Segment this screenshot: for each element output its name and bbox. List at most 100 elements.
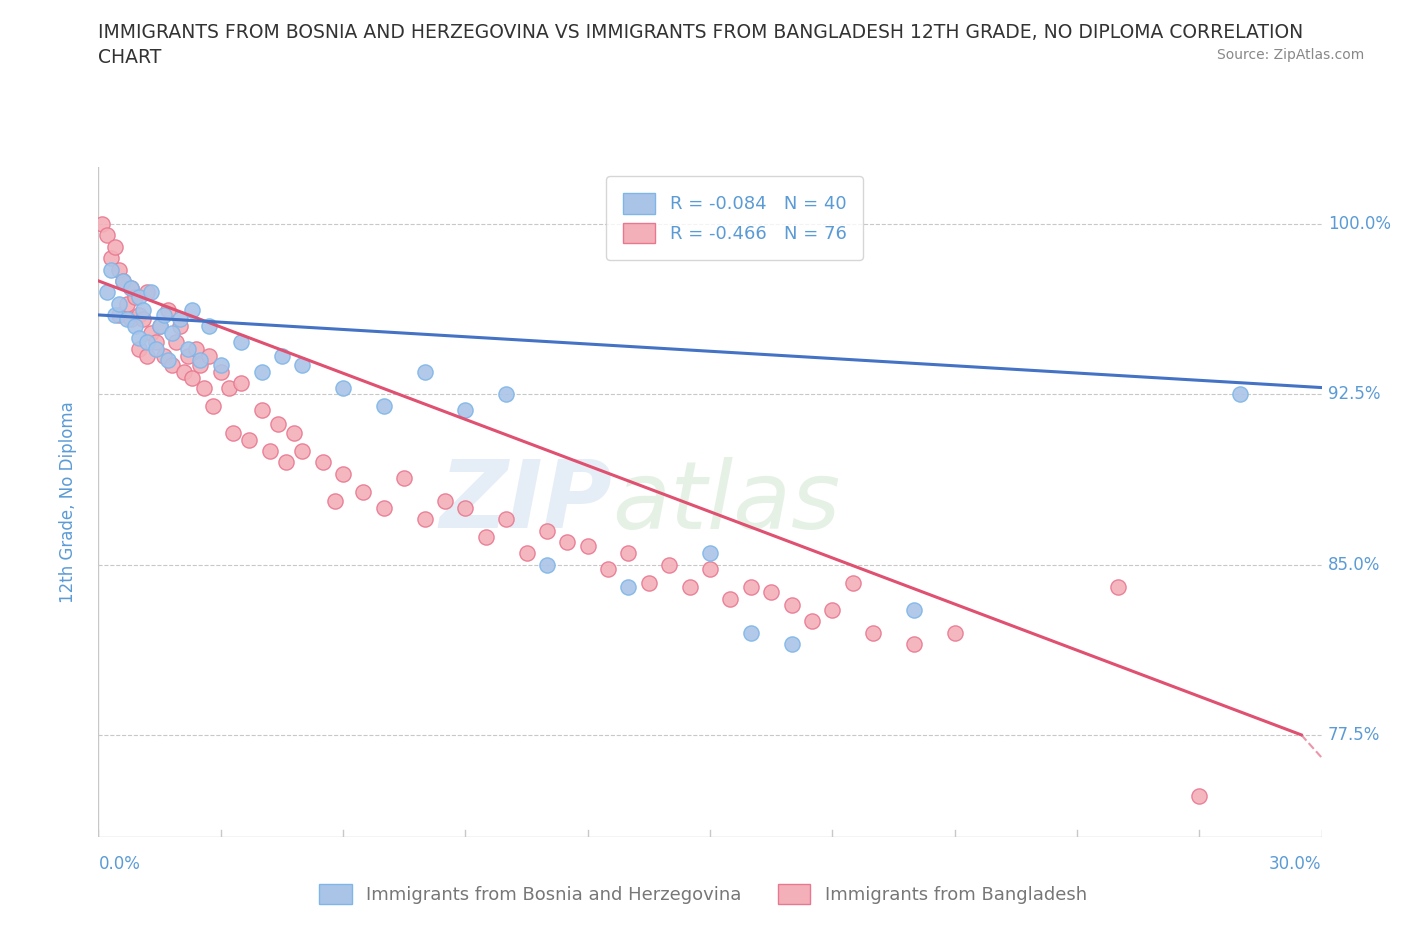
- Point: [373, 500, 395, 515]
- Text: 92.5%: 92.5%: [1327, 385, 1381, 404]
- Point: [177, 341, 200, 356]
- Point: [188, 352, 212, 367]
- Point: [128, 289, 150, 304]
- Point: [186, 341, 208, 356]
- Point: [156, 303, 179, 318]
- Point: [780, 637, 803, 652]
- Point: [259, 444, 281, 458]
- Point: [740, 625, 762, 640]
- Point: [699, 546, 721, 561]
- Point: [780, 598, 803, 613]
- Point: [801, 614, 824, 629]
- Point: [699, 562, 721, 577]
- Point: [169, 312, 191, 327]
- Point: [152, 349, 174, 364]
- Point: [270, 349, 294, 364]
- Point: [740, 580, 762, 595]
- Point: [943, 625, 966, 640]
- Point: [181, 303, 204, 318]
- Point: [128, 330, 150, 345]
- Point: [128, 341, 150, 356]
- Point: [136, 335, 159, 350]
- Point: [312, 455, 335, 470]
- Point: [108, 296, 131, 311]
- Point: [111, 273, 134, 288]
- Point: [141, 326, 163, 340]
- Point: [160, 357, 183, 372]
- Point: [332, 380, 354, 395]
- Point: [124, 289, 146, 304]
- Text: 100.0%: 100.0%: [1327, 215, 1391, 233]
- Point: [177, 349, 200, 364]
- Point: [120, 312, 142, 327]
- Point: [821, 603, 844, 618]
- Point: [576, 539, 599, 554]
- Point: [454, 500, 477, 515]
- Text: 12th Grade, No Diploma: 12th Grade, No Diploma: [59, 402, 77, 603]
- Point: [637, 576, 661, 591]
- Point: [100, 251, 122, 266]
- Text: 30.0%: 30.0%: [1270, 856, 1322, 873]
- Point: [454, 403, 477, 418]
- Point: [115, 312, 138, 327]
- Point: [718, 591, 742, 606]
- Point: [267, 417, 290, 432]
- Text: 85.0%: 85.0%: [1327, 555, 1381, 574]
- Point: [617, 546, 640, 561]
- Point: [188, 357, 212, 372]
- Point: [193, 380, 215, 395]
- Point: [250, 403, 273, 418]
- Point: [145, 335, 167, 350]
- Point: [291, 357, 314, 372]
- Point: [516, 546, 538, 561]
- Point: [274, 455, 297, 470]
- Point: [128, 308, 150, 323]
- Point: [201, 398, 224, 413]
- Point: [352, 485, 374, 499]
- Point: [231, 335, 253, 350]
- Point: [156, 352, 179, 367]
- Point: [495, 387, 517, 402]
- Point: [222, 426, 245, 441]
- Point: [679, 580, 702, 595]
- Point: [96, 228, 118, 243]
- Point: [617, 580, 640, 595]
- Text: CHART: CHART: [98, 48, 162, 67]
- Point: [1229, 387, 1251, 402]
- Point: [218, 380, 240, 395]
- Point: [555, 535, 579, 550]
- Point: [120, 280, 142, 295]
- Legend: R = -0.084   N = 40, R = -0.466   N = 76: R = -0.084 N = 40, R = -0.466 N = 76: [606, 177, 863, 259]
- Point: [197, 349, 219, 364]
- Point: [536, 524, 558, 538]
- Point: [392, 471, 416, 485]
- Point: [100, 262, 122, 277]
- Point: [152, 308, 174, 323]
- Point: [658, 557, 681, 572]
- Point: [903, 637, 925, 652]
- Point: [91, 217, 114, 232]
- Point: [197, 319, 219, 334]
- Text: Source: ZipAtlas.com: Source: ZipAtlas.com: [1216, 48, 1364, 62]
- Point: [108, 262, 131, 277]
- Point: [474, 530, 498, 545]
- Text: atlas: atlas: [612, 457, 841, 548]
- Text: 0.0%: 0.0%: [98, 856, 141, 873]
- Point: [165, 335, 187, 350]
- Point: [903, 603, 925, 618]
- Point: [141, 285, 163, 299]
- Point: [231, 376, 253, 391]
- Point: [373, 398, 395, 413]
- Point: [149, 319, 172, 334]
- Point: [104, 239, 127, 254]
- Point: [1188, 789, 1211, 804]
- Point: [124, 319, 146, 334]
- Point: [120, 280, 142, 295]
- Point: [283, 426, 305, 441]
- Text: IMMIGRANTS FROM BOSNIA AND HERZEGOVINA VS IMMIGRANTS FROM BANGLADESH 12TH GRADE,: IMMIGRANTS FROM BOSNIA AND HERZEGOVINA V…: [98, 23, 1303, 42]
- Point: [209, 365, 232, 379]
- Point: [209, 357, 232, 372]
- Point: [96, 285, 118, 299]
- Point: [111, 273, 134, 288]
- Point: [145, 341, 167, 356]
